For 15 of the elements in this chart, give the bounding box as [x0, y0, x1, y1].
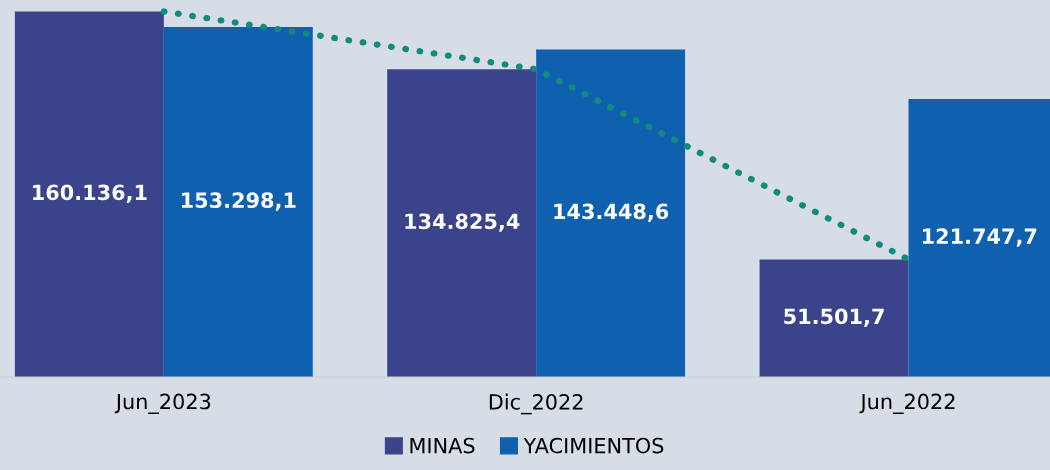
data-label: 134.825,4 [405, 213, 520, 232]
data-label: 160.136,1 [33, 184, 147, 203]
x-tick-label: Jun_2022 [859, 393, 955, 414]
data-label: 121.747,7 [922, 228, 1037, 247]
legend-label: YACIMIENTOS [523, 437, 664, 454]
bar [536, 49, 686, 377]
bar [163, 27, 313, 377]
data-label: 153.298,1 [182, 192, 296, 211]
bar [14, 11, 164, 377]
data-label: 51.501,7 [784, 308, 884, 327]
legend-label: MINAS [410, 437, 475, 454]
x-tick-label: Dic_2022 [489, 393, 583, 415]
bar [387, 69, 537, 377]
x-tick-label: Jun_2023 [114, 393, 211, 414]
data-label: 143.448,6 [554, 203, 669, 222]
